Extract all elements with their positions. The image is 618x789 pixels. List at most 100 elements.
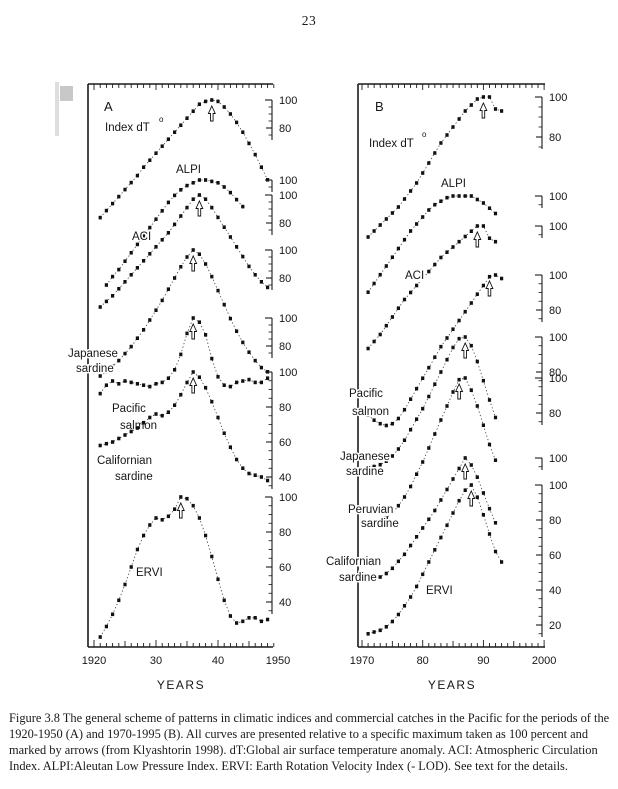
data-point [390,421,394,426]
data-point [222,185,226,189]
data-point [111,294,115,298]
data-point [427,394,431,399]
data-point [191,316,195,320]
data-point [129,429,133,434]
data-point [222,302,226,307]
figure-caption: Figure 3.8 The general scheme of pattern… [9,711,610,773]
data-point [469,194,473,198]
maximum-arrow-icon [207,104,216,122]
data-point [378,272,382,277]
scale-tick-80: 80 [279,218,291,230]
data-point [197,102,201,106]
data-point [439,370,443,374]
scale-tick-60: 60 [549,550,561,562]
data-point [117,194,121,199]
data-point [185,380,189,385]
data-point [457,117,461,121]
data-point [241,379,245,383]
data-points [104,178,245,287]
data-point [487,506,492,511]
data-point [123,259,127,263]
data-point [228,445,232,449]
scale-tick-100: 100 [549,373,567,385]
data-point [372,281,376,286]
data-points [366,273,504,428]
data-point [415,222,419,226]
data-point [481,513,485,517]
data-point [235,380,239,385]
data-point [500,109,504,113]
data-point [179,265,183,269]
data-point [123,379,127,383]
data-point [111,274,115,279]
data-point [372,229,376,233]
data-point [366,346,370,351]
data-point [173,222,177,227]
data-point [154,516,158,520]
data-point [378,462,382,467]
data-point [253,473,257,477]
data-point [204,99,208,104]
data-point [191,370,195,374]
data-point [129,273,133,277]
scale-tick-40: 40 [279,597,291,609]
data-point [457,466,461,471]
data-point [493,273,498,277]
data-point [469,343,473,348]
data-point [154,412,158,416]
maximum-arrow-icon [467,489,476,507]
data-point [463,194,467,198]
data-point [463,109,467,113]
data-point [427,365,431,370]
data-point [266,617,270,622]
data-point [111,364,115,368]
scale-tick-100: 100 [549,92,567,104]
data-point [451,345,455,350]
data-point [415,386,419,391]
maximum-arrow-icon [485,279,494,297]
maximum-arrow-icon [479,101,488,119]
data-point [191,181,195,185]
series-alpi: 100 ALPI [104,163,297,287]
data-points [98,370,270,483]
data-point [204,178,208,182]
data-point [241,340,245,345]
data-point [384,423,388,428]
data-point [117,436,121,441]
data-point [117,267,121,272]
data-point [104,283,108,287]
data-point [185,496,189,501]
x-tick-label-40: 40 [212,655,224,667]
series-line [367,377,496,526]
data-point [216,415,220,420]
scale-bracket: 100 80 60 40 [265,367,297,489]
scale-tick-100: 100 [549,480,567,492]
data-points [98,316,270,396]
data-point [451,125,455,129]
data-point [366,632,370,636]
data-point [469,463,473,467]
data-point [135,547,139,552]
data-point [409,229,413,233]
data-point [457,318,461,323]
series-line [367,274,502,426]
data-point [451,390,455,394]
series-line [99,194,268,308]
data-point [204,385,208,390]
series-ervi: 100 80 60 40 ERVI [98,492,297,639]
data-point [266,376,270,380]
scale-bracket: 100 80 60 40 [265,492,297,614]
data-point [204,262,208,266]
data-point [415,584,419,589]
series-line [367,484,502,635]
series-label-pacific-salmon: Pacific [112,403,146,415]
data-point [372,418,376,422]
data-point [493,458,498,462]
data-point [117,598,121,603]
data-point [396,559,400,564]
data-point [160,298,164,303]
data-point [378,628,382,633]
